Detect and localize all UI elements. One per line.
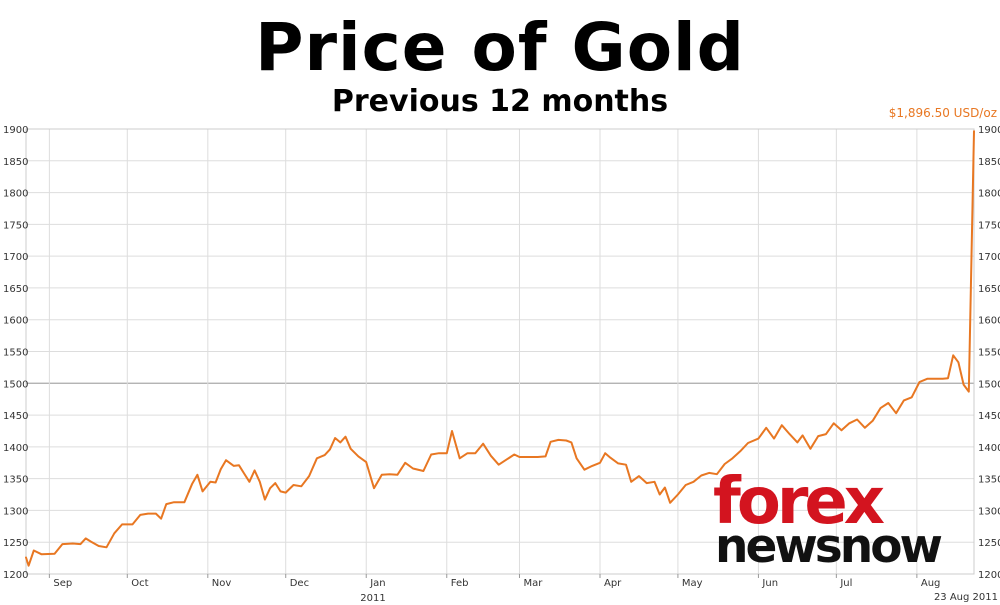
x-tick-label: Jul — [839, 578, 852, 589]
chart-subtitle: Previous 12 months — [331, 84, 669, 119]
plot-frame — [25, 128, 975, 575]
y-tick-label-left: 1550 — [3, 348, 28, 359]
y-tick-label-left: 1450 — [3, 411, 28, 422]
x-tick-label: Dec — [290, 578, 309, 589]
x-tick-label: Jun — [761, 578, 778, 589]
y-tick-label-left: 1800 — [3, 189, 28, 200]
x-tick-label: Mar — [523, 578, 543, 589]
end-date-label: 23 Aug 2011 — [934, 592, 998, 603]
y-tick-label-right: 1500 — [978, 379, 1000, 390]
year-label: 2011 — [360, 593, 385, 604]
y-tick-label-right: 1750 — [978, 220, 1000, 231]
y-tick-label-left: 1600 — [3, 316, 28, 327]
y-tick-label-right: 1900 — [978, 125, 1000, 136]
series-layer — [25, 130, 975, 567]
logo-newsnow-text: newsnow — [715, 519, 943, 574]
y-tick-label-right: 1550 — [978, 348, 1000, 359]
y-tick-label-right: 1450 — [978, 411, 1000, 422]
y-tick-label-right: 1850 — [978, 157, 1000, 168]
y-tick-label-left: 1350 — [3, 475, 28, 486]
y-tick-label-left: 1650 — [3, 284, 28, 295]
y-tick-label-left: 1200 — [3, 570, 28, 581]
y-tick-label-left: 1250 — [3, 538, 28, 549]
grid-layer — [25, 128, 975, 575]
y-tick-label-left: 1300 — [3, 506, 28, 517]
y-tick-label-left: 1750 — [3, 220, 28, 231]
y-tick-label-right: 1650 — [978, 284, 1000, 295]
x-tick-label: Apr — [604, 578, 622, 589]
gold-price-line — [25, 130, 975, 567]
y-tick-label-right: 1250 — [978, 538, 1000, 549]
logo-forex-text: forex — [713, 465, 885, 539]
y-tick-label-right: 1300 — [978, 506, 1000, 517]
y-tick-label-right: 1400 — [978, 443, 1000, 454]
y-tick-label-left: 1850 — [3, 157, 28, 168]
y-tick-label-left: 1500 — [3, 379, 28, 390]
x-tick-label: Jan — [369, 578, 385, 589]
forexnewsnow-logo: forex newsnow — [713, 465, 973, 574]
chart-title: Price of Gold — [255, 9, 745, 86]
y-tick-label-right: 1700 — [978, 252, 1000, 263]
y-tick-label-right: 1800 — [978, 189, 1000, 200]
y-tick-label-left: 1900 — [3, 125, 28, 136]
x-tick-label: Oct — [131, 578, 148, 589]
x-tick-label: Aug — [921, 578, 941, 589]
x-tick-label: Sep — [53, 578, 72, 589]
y-tick-label-right: 1350 — [978, 475, 1000, 486]
current-price-annotation: $1,896.50 USD/oz — [888, 106, 997, 120]
y-tick-label-right: 1200 — [978, 570, 1000, 581]
x-tick-label: Nov — [212, 578, 232, 589]
y-tick-label-left: 1700 — [3, 252, 28, 263]
y-tick-label-right: 1600 — [978, 316, 1000, 327]
x-tick-label: Feb — [451, 578, 469, 589]
y-tick-label-left: 1400 — [3, 443, 28, 454]
x-tick-label: May — [682, 578, 703, 589]
axis-layer: 1200 1200 1250 1250 1300 1300 1350 1350 1400 1400… — [3, 125, 1000, 604]
